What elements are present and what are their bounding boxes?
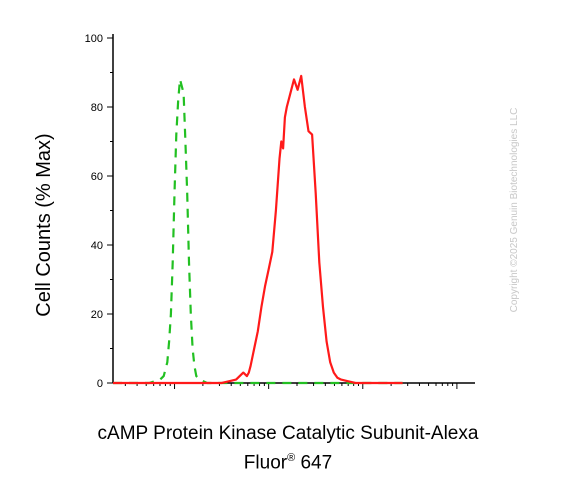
series-1-line xyxy=(113,74,403,385)
y-tick-label: 80 xyxy=(91,102,103,114)
registered-mark: ® xyxy=(287,452,296,464)
copyright-watermark: Copyright ©2025 Genuin Biotechnologies L… xyxy=(509,108,520,313)
y-tick-label: 40 xyxy=(91,240,103,252)
x-axis-title-line2-text: Fluor xyxy=(243,452,288,474)
x-axis-title-line1: cAMP Protein Kinase Catalytic Subunit-Al… xyxy=(97,423,479,444)
x-axis-title-line2: Fluor® 647 xyxy=(0,446,576,475)
y-tick-label: 0 xyxy=(97,378,103,390)
series-layer xyxy=(113,74,403,385)
ticks: 0 20 40 60 80 100 xyxy=(85,33,458,390)
series-0-line xyxy=(113,78,403,385)
x-axis-title-line2-end: 647 xyxy=(295,452,333,474)
y-axis-title: Cell Counts (% Max) xyxy=(33,133,55,316)
x-axis-title: cAMP Protein Kinase Catalytic Subunit-Al… xyxy=(0,421,576,475)
y-tick-label: 100 xyxy=(85,33,103,45)
y-tick-label: 60 xyxy=(91,171,103,183)
y-tick-label: 20 xyxy=(91,309,103,321)
axes xyxy=(112,34,475,384)
